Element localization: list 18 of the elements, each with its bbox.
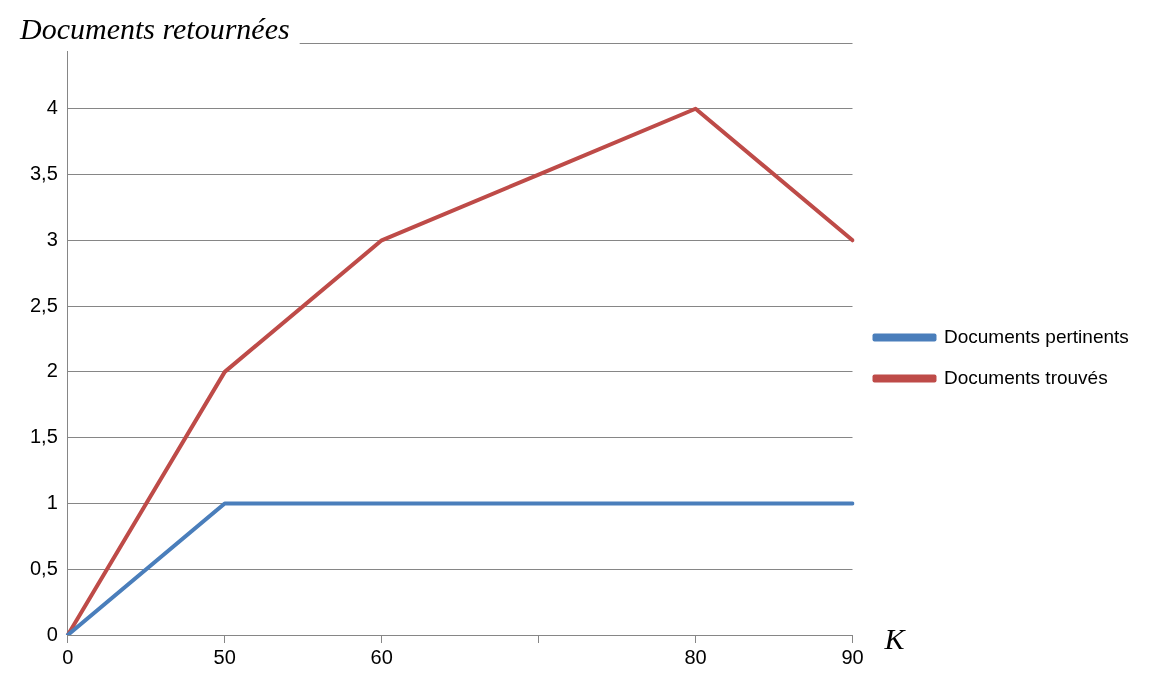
x-axis-title: K bbox=[883, 622, 907, 655]
y-tick-label: 1 bbox=[46, 490, 58, 513]
x-tick-label: 50 bbox=[213, 645, 236, 668]
x-tick-label: 80 bbox=[684, 645, 707, 668]
y-tick-label: 3 bbox=[46, 227, 58, 250]
y-axis-title: Documents retournées bbox=[19, 12, 290, 45]
y-tick-label: 4 bbox=[46, 96, 58, 119]
y-tick-label: 3,5 bbox=[29, 162, 58, 185]
y-tick-label: 0 bbox=[46, 622, 58, 645]
y-tick-label: 1,5 bbox=[29, 425, 58, 448]
x-tick-label: 60 bbox=[370, 645, 393, 668]
x-tick-label: 0 bbox=[62, 645, 74, 668]
legend-label: Documents trouvés bbox=[944, 366, 1108, 388]
y-tick-label: 2,5 bbox=[29, 293, 58, 316]
legend-label: Documents pertinents bbox=[944, 325, 1129, 347]
y-tick-label: 2 bbox=[46, 359, 58, 382]
x-tick-label: 90 bbox=[841, 645, 864, 668]
y-tick-label: 0,5 bbox=[29, 556, 58, 579]
